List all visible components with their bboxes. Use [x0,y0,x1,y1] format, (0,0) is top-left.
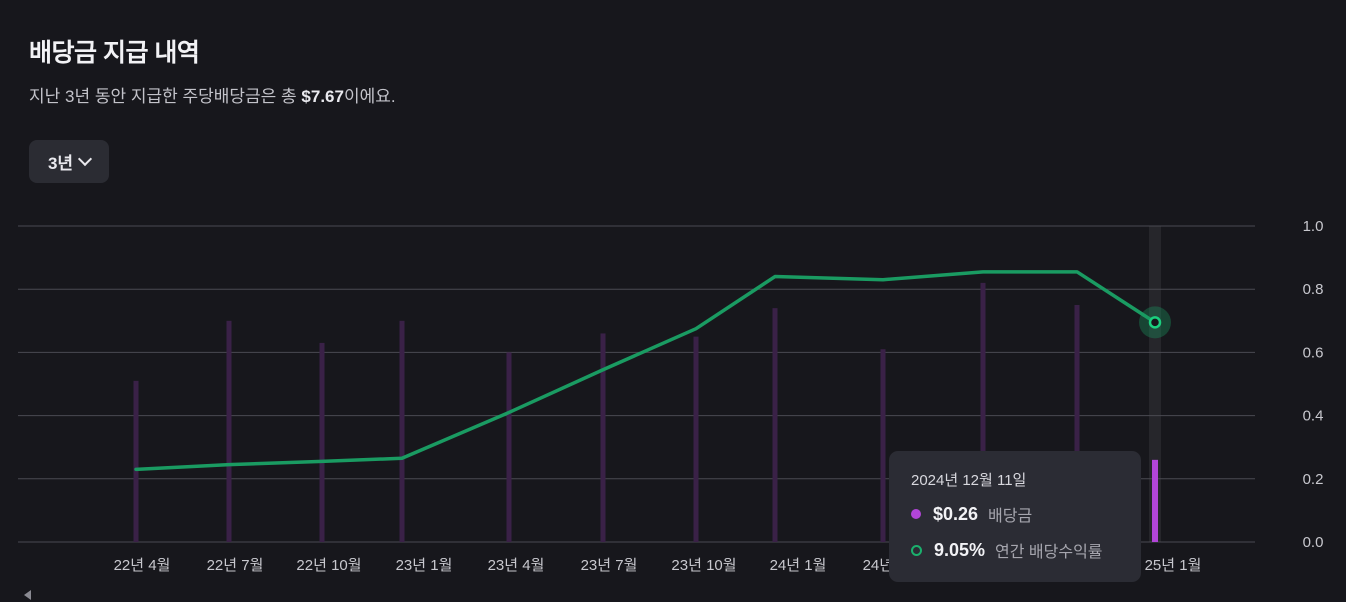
tooltip-date: 2024년 12월 11일 [911,472,1027,489]
x-tick-label: 22년 4월 [114,557,171,574]
dividend-bar [133,380,139,542]
dividend-bar [226,320,232,542]
tooltip-dividend-row: $0.26 배당금 [911,502,1119,526]
dividend-bar [319,342,325,542]
page-subtitle: 지난 3년 동안 지급한 주당배당금은 총 $7.67이에요. [29,82,396,107]
period-label: 3년 [47,154,74,173]
x-tick-label: 23년 7월 [581,557,638,574]
y-tick-label: 0.8 [1303,281,1324,298]
scroll-left-icon[interactable] [24,590,31,600]
dividend-bar [1152,459,1158,542]
period-dropdown-button[interactable]: 3년 [29,140,109,183]
y-tick-label: 0.0 [1303,534,1324,551]
y-tick-label: 0.4 [1303,408,1324,425]
dividend-bar [506,352,512,542]
x-tick-label: 22년 7월 [207,557,264,574]
dividend-bar [772,308,778,542]
subtitle-text: 지난 3년 동안 지급한 주당배당금은 총 [29,87,302,106]
total-dividend-amount: $7.67 [301,87,344,106]
chart-tooltip: 2024년 12월 11일 $0.26 배당금 9.05% 연간 배당수익률 [889,451,1141,582]
x-tick-label: 23년 1월 [396,557,453,574]
tooltip-yield-value: 9.05% [934,539,986,560]
subtitle-suffix: 이에요. [343,87,396,106]
yield-line [134,270,1157,472]
dividend-bar [600,333,606,542]
tooltip-dividend-value: $0.26 [933,503,979,524]
x-tick-label: 22년 10월 [296,557,361,574]
dividend-bar [693,336,699,542]
y-tick-label: 1.0 [1303,218,1324,235]
x-tick-label: 23년 4월 [488,557,545,574]
x-tick-label: 25년 1월 [1145,557,1202,574]
tooltip-yield-label: 연간 배당수익률 [995,544,1103,561]
x-tick-label: 24년 1월 [770,557,827,574]
y-tick-label: 0.6 [1303,344,1324,361]
active-point [1148,316,1162,329]
dividend-legend-dot [911,509,921,519]
yield-legend-dot [911,544,922,556]
dividend-bar [1074,305,1080,542]
page-title: 배당금 지급 내역 [29,39,200,67]
dividend-bar [980,282,986,542]
tooltip-yield-row: 9.05% 연간 배당수익률 [911,538,1119,562]
dividend-bar [880,349,886,542]
x-tick-label: 23년 10월 [671,557,736,574]
dividend-bar [399,320,405,542]
y-tick-label: 0.2 [1303,471,1324,488]
tooltip-dividend-label: 배당금 [988,508,1033,525]
